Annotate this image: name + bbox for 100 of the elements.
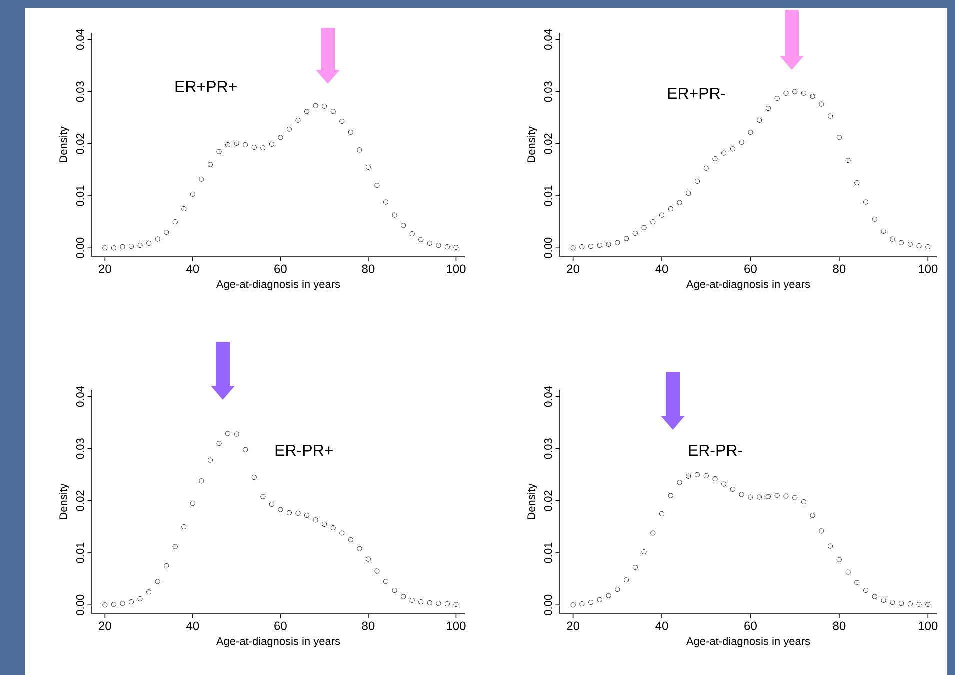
point: [146, 240, 152, 246]
x-tick-label: 60: [274, 264, 287, 274]
point: [138, 242, 143, 248]
point: [642, 549, 647, 555]
y-tick-label: 0.00: [544, 238, 552, 258]
point: [357, 148, 362, 153]
y-tick-label: 0.03: [544, 82, 552, 102]
point: [128, 599, 134, 605]
x-axis-title: Age-at-diagnosis in years: [686, 280, 810, 290]
point: [908, 242, 913, 248]
x-tick-label: 40: [656, 622, 668, 630]
point: [898, 240, 904, 246]
point: [418, 599, 424, 605]
point: [296, 118, 301, 124]
x-tick-label: 80: [833, 264, 846, 274]
point: [898, 601, 904, 606]
series-label: ER-PR-: [689, 444, 742, 456]
point: [677, 200, 682, 206]
point: [199, 176, 204, 182]
x-axis-title: Age-at-diagnosis in years: [216, 280, 340, 290]
point: [366, 556, 372, 562]
y-tick-label: 0.02: [76, 490, 84, 512]
point: [784, 494, 789, 499]
point: [624, 578, 630, 583]
point: [570, 602, 576, 608]
point: [102, 246, 108, 251]
point: [418, 237, 424, 242]
point: [208, 458, 214, 463]
x-tick-label: 40: [656, 264, 668, 274]
x-tick-label: 80: [362, 264, 375, 274]
point: [269, 142, 274, 148]
point: [208, 162, 214, 168]
point: [252, 474, 257, 480]
point: [828, 114, 834, 119]
point: [730, 486, 736, 492]
point: [748, 494, 754, 500]
point: [810, 94, 816, 100]
point: [225, 142, 231, 148]
point: [454, 245, 459, 250]
point: [190, 192, 196, 198]
point: [748, 130, 754, 136]
point: [588, 244, 594, 250]
y-tick-label: 0.03: [76, 82, 84, 102]
point: [278, 507, 284, 512]
point: [348, 537, 354, 543]
point: [164, 230, 170, 236]
point: [444, 244, 450, 250]
y-tick-label: 0.03: [544, 438, 552, 460]
point: [766, 106, 772, 112]
point: [580, 602, 585, 607]
point: [650, 220, 656, 225]
point: [677, 480, 682, 486]
point: [668, 206, 674, 212]
series-label: ER-PR+: [276, 444, 333, 456]
point: [304, 512, 310, 518]
y-tick-label: 0.01: [544, 542, 552, 564]
point: [252, 145, 257, 150]
point: [216, 441, 222, 446]
point: [730, 146, 736, 152]
point: [722, 150, 727, 156]
point: [819, 528, 824, 534]
point: [102, 602, 108, 608]
y-axis-title: Density: [527, 126, 538, 162]
point: [926, 244, 931, 250]
y-tick-label: 0.04: [544, 29, 552, 50]
point: [120, 244, 126, 250]
point: [615, 240, 620, 246]
point: [401, 223, 406, 228]
point: [111, 246, 116, 251]
point: [138, 596, 143, 602]
point: [615, 586, 620, 592]
y-tick-label: 0.00: [76, 238, 84, 258]
point: [357, 546, 362, 552]
point: [304, 109, 310, 114]
point: [846, 158, 851, 164]
point: [234, 140, 240, 146]
text: ER+PR+: [176, 81, 237, 92]
y-tick-label: 0.02: [76, 134, 84, 154]
y-axis-title: Density: [59, 484, 70, 520]
point: [908, 602, 913, 607]
y-axis-title: Density: [527, 484, 538, 520]
point: [454, 602, 459, 608]
point: [659, 511, 665, 517]
x-axis-title: Age-at-diagnosis in years: [216, 637, 340, 648]
x-tick-label: 100: [919, 264, 938, 274]
x-tick-label: 40: [186, 622, 200, 630]
point: [172, 220, 178, 225]
point: [260, 146, 266, 151]
point: [606, 593, 612, 598]
point: [340, 119, 345, 124]
point: [606, 242, 612, 248]
point: [642, 225, 647, 230]
point: [846, 570, 851, 575]
point: [243, 142, 248, 148]
y-tick-label: 0.00: [76, 594, 84, 616]
point: [916, 244, 922, 249]
point: [243, 447, 248, 452]
point: [383, 579, 389, 584]
point: [234, 432, 240, 437]
point: [410, 598, 415, 603]
